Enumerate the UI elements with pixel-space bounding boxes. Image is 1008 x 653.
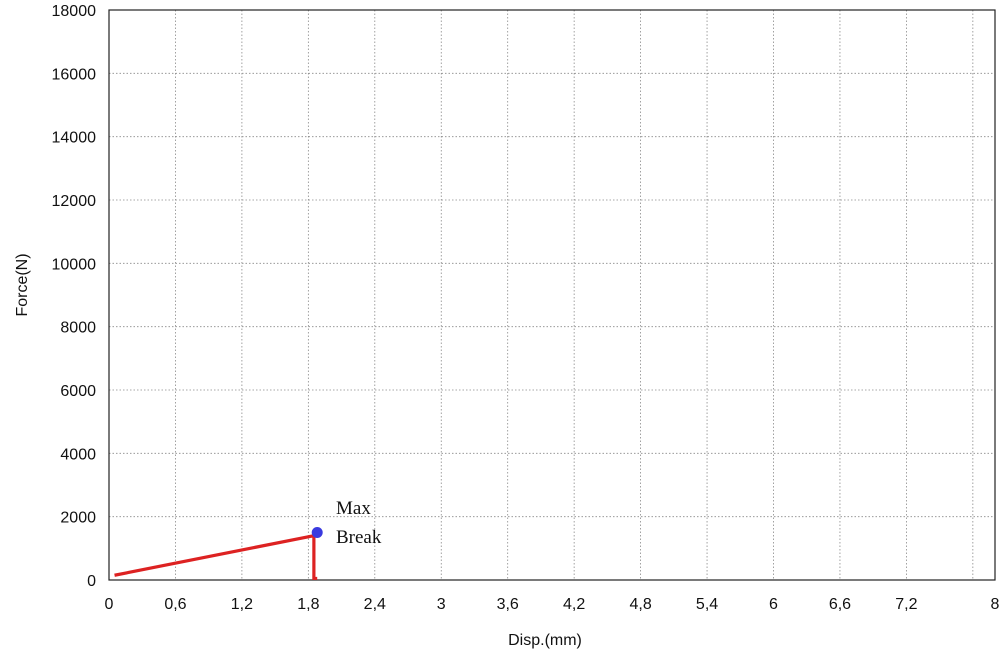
x-tick-label: 3 (437, 596, 446, 613)
y-axis-title: Force(N) (14, 253, 31, 316)
annotation-max: Max (336, 498, 371, 519)
y-tick-label: 12000 (52, 193, 97, 210)
x-tick-label: 0 (105, 596, 114, 613)
y-tick-label: 18000 (52, 3, 97, 20)
y-tick-label: 14000 (52, 130, 97, 147)
x-tick-label: 6,6 (829, 596, 851, 613)
x-tick-label: 7,2 (895, 596, 917, 613)
x-tick-label: 3,6 (497, 596, 519, 613)
y-tick-label: 4000 (60, 446, 96, 463)
y-tick-label: 16000 (52, 66, 97, 83)
y-tick-label: 0 (87, 573, 96, 590)
x-tick-labels: 0 0,6 1,2 1,8 2,4 3 3,6 4,2 4,8 5,4 6 6,6 7,2 8 (105, 596, 1000, 613)
x-tick-label: 4,8 (629, 596, 651, 613)
x-tick-label: 1,2 (231, 596, 253, 613)
marker-layer (312, 527, 323, 538)
y-tick-label: 8000 (60, 320, 96, 337)
y-tick-label: 2000 (60, 510, 96, 527)
x-tick-label: 8 (991, 596, 1000, 613)
x-tick-label: 2,4 (364, 596, 386, 613)
x-tick-label: 4,2 (563, 596, 585, 613)
y-tick-label: 10000 (52, 256, 97, 273)
x-tick-label: 1,8 (297, 596, 319, 613)
x-axis-title: Disp.(mm) (508, 632, 582, 649)
x-tick-label: 0,6 (164, 596, 186, 613)
max-break-point (312, 527, 323, 538)
y-tick-label: 6000 (60, 383, 96, 400)
x-tick-label: 6 (769, 596, 778, 613)
x-tick-label: 5,4 (696, 596, 718, 613)
annotation-break: Break (336, 527, 382, 548)
y-tick-labels: 0 2000 4000 6000 8000 10000 12000 14000 16000 180… (52, 3, 97, 590)
